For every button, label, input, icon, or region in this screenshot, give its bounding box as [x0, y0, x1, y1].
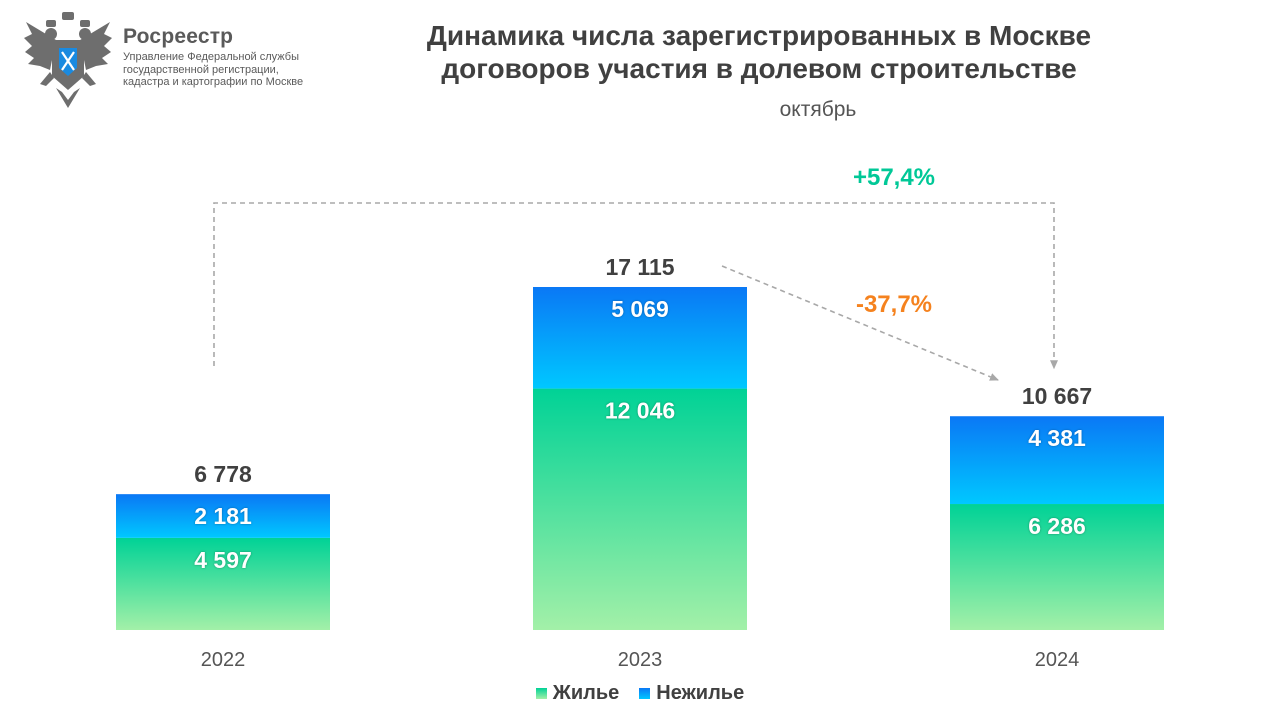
- legend-swatch-nonresidential: [639, 688, 651, 699]
- x-tick-label-2022: 2022: [201, 649, 246, 671]
- x-tick-label-2024: 2024: [1035, 649, 1080, 671]
- bar-residential-2022: [116, 537, 330, 630]
- decline-arrow: [721, 265, 999, 381]
- double-headed-eagle-emblem-icon: [24, 12, 112, 108]
- logo-subtitle: Управление Федеральной службы государств…: [123, 51, 304, 88]
- annotation-growth-2022-2024: +57,4%: [853, 164, 935, 191]
- total-label-2022: 6 778: [194, 461, 252, 487]
- x-tick-label-2023: 2023: [618, 649, 663, 671]
- annotation-decline-2023-2024: -37,7%: [856, 291, 932, 318]
- bar-nonresidential-2022: [116, 494, 330, 538]
- legend-label-residential: Жилье: [552, 682, 620, 704]
- legend-label-nonresidential: Нежилье: [656, 682, 745, 704]
- chart-title: Динамика числа зарегистрированных в Моск…: [426, 20, 1092, 84]
- data-label-residential-2023: 12 046: [605, 398, 675, 424]
- legend-swatch-residential: [535, 688, 547, 699]
- logo-title: Росреестр: [123, 25, 234, 48]
- growth-bracket-arrow: [213, 202, 1058, 370]
- data-label-nonresidential-2024: 4 381: [1028, 425, 1086, 451]
- bar-residential-2024: [950, 504, 1164, 630]
- rosreestr-logo: Росреестр Управление Федеральной службы …: [22, 10, 322, 110]
- data-label-nonresidential-2023: 5 069: [611, 296, 669, 322]
- bar-residential-2023: [533, 388, 747, 630]
- chart-subtitle: октябрь: [779, 98, 857, 121]
- data-label-residential-2024: 6 286: [1028, 513, 1086, 539]
- legend-item-nonresidential: Нежилье: [639, 682, 744, 705]
- total-label-2024: 10 667: [1022, 383, 1092, 409]
- bar-nonresidential-2024: [950, 416, 1164, 505]
- total-label-2023: 17 115: [605, 254, 674, 280]
- data-label-residential-2022: 4 597: [194, 547, 252, 573]
- data-label-nonresidential-2022: 2 181: [194, 503, 252, 529]
- chart-legend: Жилье Нежилье: [0, 682, 1280, 705]
- legend-item-residential: Жилье: [535, 682, 620, 705]
- bar-nonresidential-2023: [533, 287, 747, 389]
